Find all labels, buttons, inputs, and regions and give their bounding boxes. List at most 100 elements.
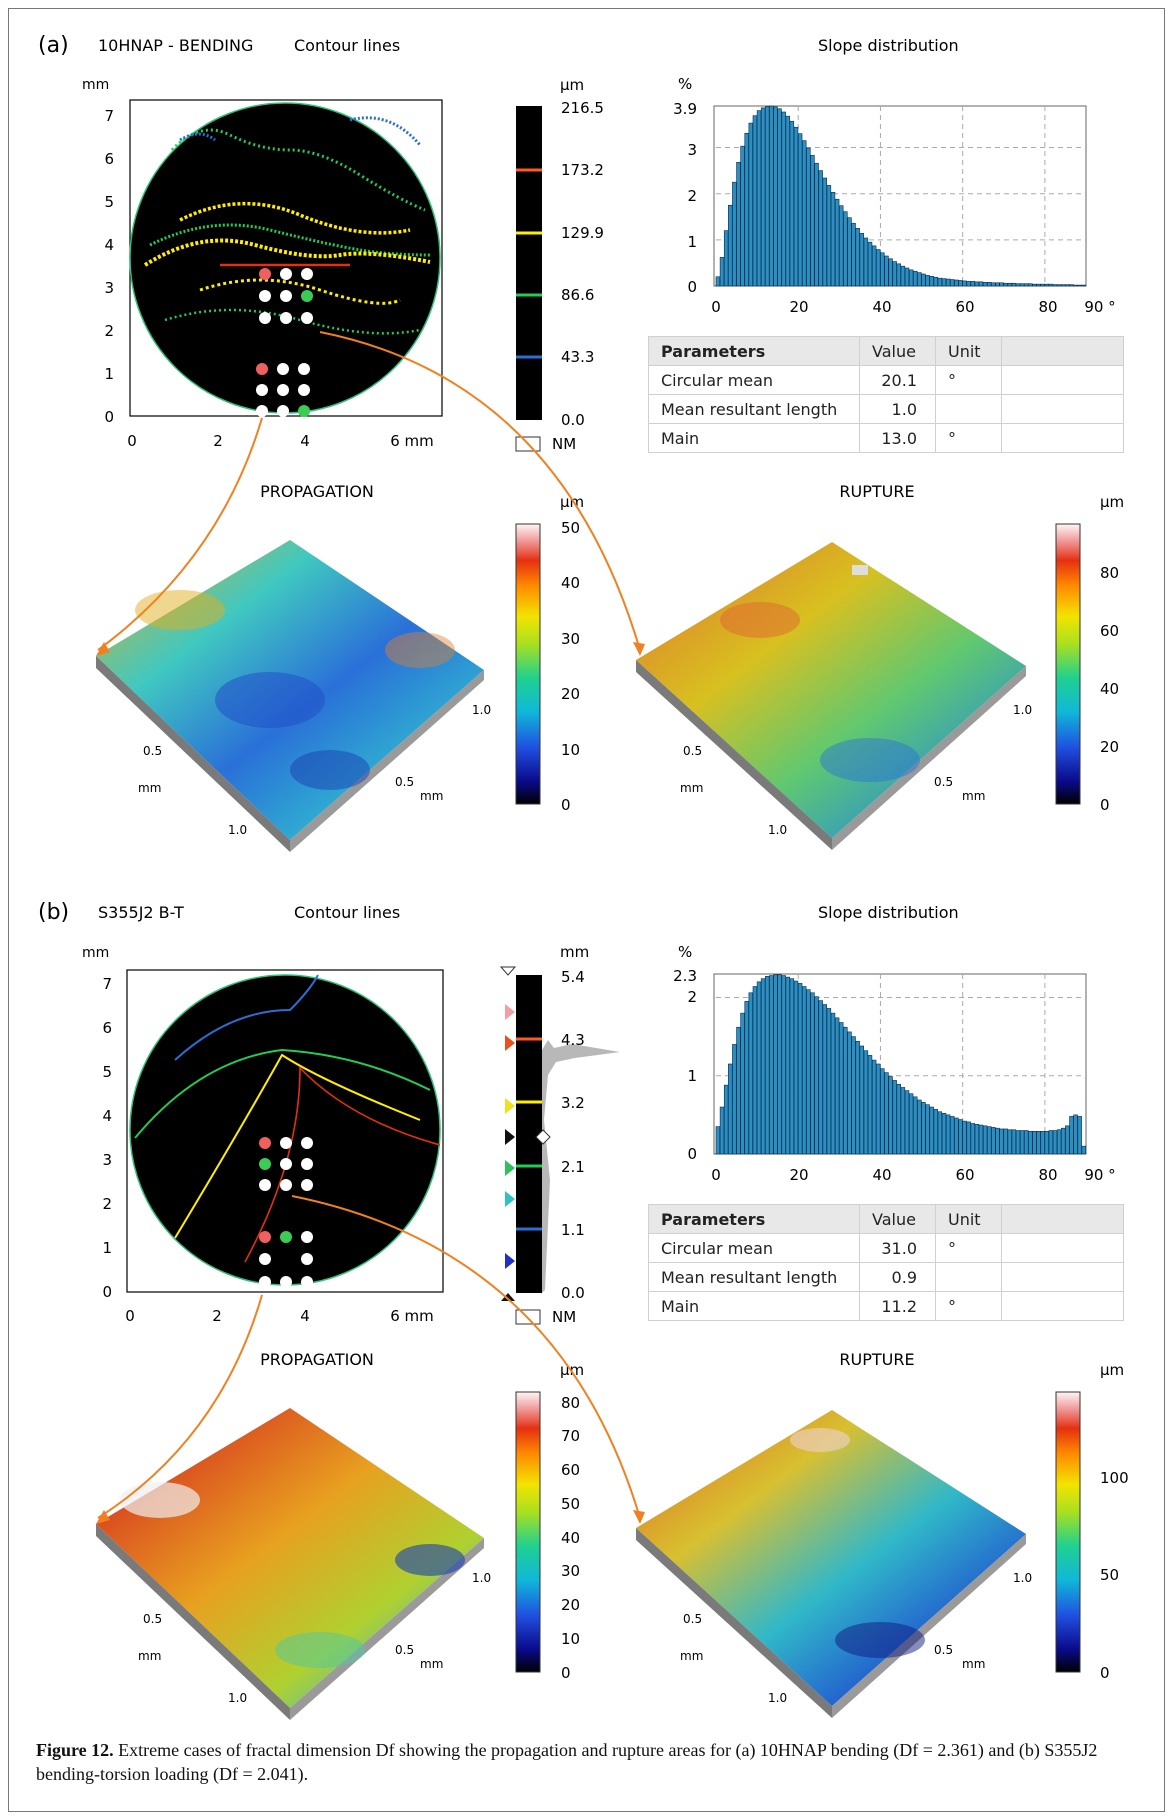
histogram-bar [995, 1127, 1000, 1155]
measurement-points-a [256, 268, 313, 417]
histogram-bar [826, 1008, 832, 1155]
histogram-bar [958, 280, 963, 287]
histogram-bar [1024, 1130, 1029, 1155]
histogram-bar [797, 133, 803, 287]
histogram-bar [765, 106, 770, 287]
surface-side [636, 660, 832, 850]
arrowhead [633, 1510, 645, 1524]
histogram-bar [781, 111, 786, 287]
histogram-bar [1036, 1131, 1041, 1155]
scale-tick: 20 [561, 1596, 580, 1614]
histogram-bar [1065, 1125, 1070, 1155]
marker-triangle [499, 966, 517, 976]
scale-tick: 30 [561, 1562, 580, 1580]
table-header-row: Parameters Value Unit [648, 336, 1124, 366]
scale-unit: µm [560, 493, 584, 511]
colorbar-tick: 1.1 [561, 1221, 585, 1239]
histogram-bar [900, 265, 906, 287]
scale-tick: 40 [561, 1529, 580, 1547]
table-header-row: Parameters Value Unit [648, 1204, 1124, 1234]
histogram-bar [732, 1044, 737, 1155]
histogram-bar [834, 198, 840, 287]
hist-y-tick: 3 [687, 141, 697, 159]
map-unit-label: mm [82, 945, 109, 961]
map-y-tick: 6 [104, 150, 114, 168]
hist-y-tick: 3.9 [673, 100, 697, 118]
surface-side [290, 670, 484, 852]
height-histogram [542, 1040, 620, 1293]
histogram-bar [777, 108, 782, 287]
histogram-bar [982, 282, 988, 287]
histogram-bar [855, 228, 860, 287]
scale-bar [515, 1391, 541, 1673]
param-value: 20.1 [859, 365, 936, 395]
point-white [259, 1179, 271, 1191]
marker-triangle [505, 1253, 515, 1269]
axis3d-labels-b2: 1.0 0.5 mm 0.5 mm 1.0 [680, 1571, 1032, 1705]
param-unit: ° [935, 365, 1002, 395]
histogram-bar [715, 276, 721, 287]
scale-tick: 70 [561, 1427, 580, 1445]
histogram-bar [843, 1026, 848, 1155]
histogram-bar [876, 249, 881, 287]
scale-bar [1055, 1391, 1081, 1673]
scale-tick: 20 [1100, 738, 1119, 756]
scale-tick: 60 [561, 1461, 580, 1479]
histogram-bar [1015, 283, 1021, 287]
caption-text: Extreme cases of fractal dimension Df sh… [36, 1740, 1098, 1784]
point-red [259, 268, 271, 280]
surface-side [96, 656, 290, 852]
point-white [301, 1137, 313, 1149]
histogram-bar [748, 122, 754, 287]
scale-tick: 0 [561, 796, 571, 814]
histogram-bar [904, 1090, 910, 1155]
histogram-bar [789, 120, 795, 287]
histogram-bar [830, 1012, 836, 1155]
surface-blob [275, 1632, 365, 1668]
histogram-bar [999, 282, 1004, 287]
histogram-bar [818, 1000, 823, 1155]
colorbar-tick: 43.3 [561, 348, 594, 366]
point-white [301, 1179, 313, 1191]
map-y-tick: 4 [104, 236, 114, 254]
axis3d-label: 0.5 [395, 775, 414, 789]
parameters-table-b: Parameters Value Unit Circular mean 31.0… [648, 1204, 1124, 1321]
histogram-bar [847, 217, 852, 287]
map-y-tick: 2 [104, 322, 114, 340]
contour-yellow [174, 1053, 421, 1239]
point-red [256, 363, 268, 375]
histogram-bar [719, 257, 725, 287]
histogram-bar [1069, 1116, 1074, 1155]
param-name: Circular mean [648, 365, 860, 395]
histogram-bar [760, 978, 766, 1155]
header-value: Value [859, 336, 936, 366]
map-y-tick: 7 [104, 107, 114, 125]
point-white [277, 384, 289, 396]
contour-red [244, 1066, 441, 1263]
colorbar-tick: 5.4 [561, 968, 585, 986]
surface-blob [385, 632, 455, 668]
point-red [259, 1137, 271, 1149]
axis3d-label: mm [420, 789, 443, 803]
colorbar-tick: 216.5 [561, 99, 604, 117]
scale-tick: 50 [561, 519, 580, 537]
arrow-to-propagation-b [97, 1294, 263, 1519]
histogram-bar [752, 115, 758, 287]
parameters-table-a: Parameters Value Unit Circular mean 20.1… [648, 336, 1124, 453]
slope-histogram-a: % 3.9 3 2 1 0 0 20 40 60 80 90 ° [673, 75, 1116, 316]
histogram-bar [925, 1104, 930, 1155]
histogram-bar [814, 162, 819, 287]
histogram-bar [839, 1022, 844, 1155]
histogram-bar [1056, 284, 1062, 287]
axis3d-label: 0.5 [934, 775, 953, 789]
histogram-bar [917, 1099, 922, 1155]
point-green [298, 405, 310, 417]
param-name: Circular mean [648, 1233, 860, 1263]
rupture-title-b: RUPTURE [839, 1350, 914, 1369]
histogram-bar [1015, 1130, 1021, 1155]
histogram-bar [830, 192, 836, 287]
histogram-bar [1052, 1130, 1058, 1155]
colorbar-tick: 2.1 [561, 1158, 585, 1176]
histogram-bar [1048, 1130, 1054, 1155]
histogram-bar [974, 281, 980, 287]
